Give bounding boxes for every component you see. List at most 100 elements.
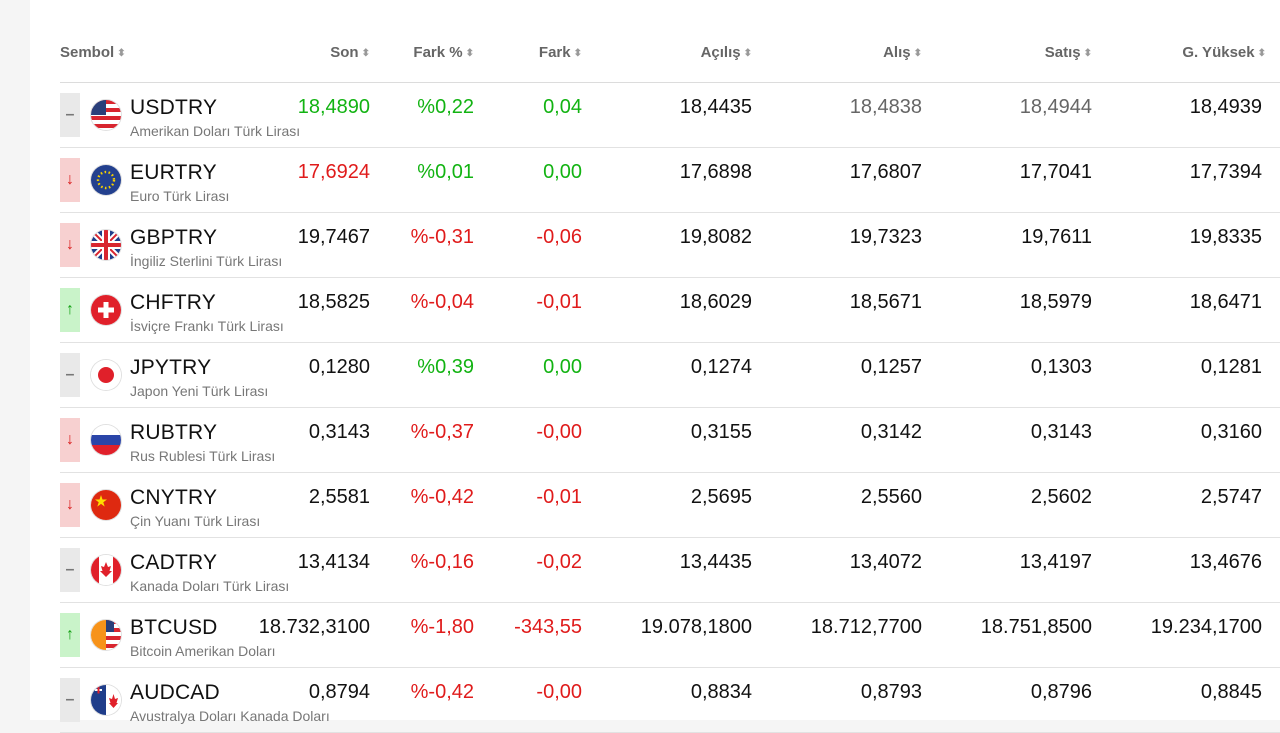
table-row[interactable]: – USDTRY Amerikan Doları Türk Lirası 18,… — [60, 83, 1280, 148]
table-row[interactable]: – CADTRY Kanada Doları Türk Lirası 13,41… — [60, 538, 1280, 603]
son-value: 19,7467 — [297, 226, 370, 248]
g-yuksek-value: 18,4939 — [1189, 96, 1262, 118]
satis-value: 13,4197 — [1019, 551, 1092, 573]
currency-flag-icon — [91, 360, 121, 390]
header-acilis[interactable]: Açılış ⬍ — [701, 44, 752, 61]
fark-pct-value: %0,39 — [417, 356, 474, 378]
acilis-value: 0,1274 — [690, 356, 752, 378]
header-fark-pct-label: Fark % — [413, 44, 463, 61]
table-row[interactable]: ↑ CHFTRY İsviçre Frankı Türk Lirası 18,5… — [60, 278, 1280, 343]
sort-icon: ⬍ — [1083, 48, 1092, 59]
symbol-description: Amerikan Doları Türk Lirası — [130, 123, 301, 139]
g-yuksek-value: 0,1281 — [1200, 356, 1262, 378]
acilis-value: 18,6029 — [679, 291, 752, 313]
currency-flag-icon — [91, 425, 121, 455]
table-row[interactable]: – JPYTRY Japon Yeni Türk Lirası 0,1280 %… — [60, 343, 1280, 408]
currency-flag-icon — [91, 295, 121, 325]
symbol[interactable]: GBPTRY — [130, 226, 218, 249]
g-yuksek-value: 19,8335 — [1189, 226, 1262, 248]
alis-value: 0,1257 — [860, 356, 922, 378]
trend-indicator-icon: ↑ — [60, 288, 80, 332]
symbol-description: Japon Yeni Türk Lirası — [130, 383, 269, 399]
alis-value: 13,4072 — [849, 551, 922, 573]
currency-flag-icon — [91, 555, 121, 585]
son-value: 17,6924 — [297, 161, 370, 183]
table-row[interactable]: ↑ BTCUSD Bitcoin Amerikan Doları 18.732,… — [60, 603, 1280, 668]
acilis-value: 13,4435 — [679, 551, 752, 573]
symbol[interactable]: BTCUSD — [130, 616, 218, 639]
fark-value: 0,00 — [543, 356, 582, 378]
symbol[interactable]: JPYTRY — [130, 356, 212, 379]
table-row[interactable]: – AUDCAD Avustralya Doları Kanada Doları… — [60, 668, 1280, 733]
currency-flag-icon — [91, 230, 121, 260]
currency-flag-icon — [91, 490, 121, 520]
trend-indicator-icon: – — [60, 353, 80, 397]
symbol[interactable]: AUDCAD — [130, 681, 220, 704]
fark-value: 0,04 — [543, 96, 582, 118]
satis-value: 0,8796 — [1030, 681, 1092, 703]
fark-pct-value: %-0,16 — [410, 551, 474, 573]
symbol[interactable]: CNYTRY — [130, 486, 218, 509]
g-yuksek-value: 19.234,1700 — [1150, 616, 1262, 638]
header-g-yuksek-label: G. Yüksek — [1182, 44, 1255, 61]
fark-pct-value: %-0,42 — [410, 486, 474, 508]
symbol[interactable]: CHFTRY — [130, 291, 216, 314]
symbol-description: Rus Rublesi Türk Lirası — [130, 448, 276, 464]
sort-icon: ⬍ — [573, 48, 582, 59]
symbol[interactable]: RUBTRY — [130, 421, 218, 444]
alis-value: 18,5671 — [849, 291, 922, 313]
header-sembol-label: Sembol — [60, 44, 115, 61]
symbol[interactable]: USDTRY — [130, 96, 218, 119]
acilis-value: 0,3155 — [690, 421, 752, 443]
trend-indicator-icon: ↑ — [60, 613, 80, 657]
table-row[interactable]: ↓ RUBTRY Rus Rublesi Türk Lirası 0,3143 … — [60, 408, 1280, 473]
symbol-description: Euro Türk Lirası — [130, 188, 230, 204]
currency-flag-icon — [91, 165, 121, 195]
symbol-description: İsviçre Frankı Türk Lirası — [130, 318, 284, 334]
g-yuksek-value: 0,8845 — [1200, 681, 1262, 703]
sort-icon: ⬍ — [361, 48, 370, 59]
header-alis-label: Alış — [883, 44, 911, 61]
symbol-description: Bitcoin Amerikan Doları — [130, 643, 276, 659]
satis-value: 18,4944 — [1019, 96, 1092, 118]
g-yuksek-value: 17,7394 — [1189, 161, 1262, 183]
header-fark[interactable]: Fark ⬍ — [539, 44, 582, 61]
symbol-description: Kanada Doları Türk Lirası — [130, 578, 290, 594]
table-row[interactable]: ↓ CNYTRY Çin Yuanı Türk Lirası 2,5581 %-… — [60, 473, 1280, 538]
symbol[interactable]: CADTRY — [130, 551, 218, 574]
alis-value: 0,8793 — [860, 681, 922, 703]
fark-value: -0,06 — [536, 226, 582, 248]
sort-icon: ⬍ — [743, 48, 752, 59]
fark-value: -0,01 — [536, 291, 582, 313]
acilis-value: 19.078,1800 — [640, 616, 752, 638]
header-satis-label: Satış — [1044, 44, 1081, 61]
header-fark-pct[interactable]: Fark % ⬍ — [413, 44, 474, 61]
table-row[interactable]: ↓ EURTRY Euro Türk Lirası 17,6924 %0,01 … — [60, 148, 1280, 213]
trend-indicator-icon: – — [60, 548, 80, 592]
table-header: Sembol ⬍ Son ⬍ Fark % ⬍ Fark ⬍ Açılış ⬍ Alış ⬍… — [60, 0, 1280, 83]
header-son[interactable]: Son ⬍ — [330, 44, 370, 61]
satis-value: 19,7611 — [1021, 226, 1092, 248]
symbol[interactable]: EURTRY — [130, 161, 217, 184]
fark-pct-value: %-1,80 — [410, 616, 474, 638]
header-fark-label: Fark — [538, 44, 571, 61]
fark-pct-value: %-0,37 — [410, 421, 474, 443]
son-value: 18.732,3100 — [258, 616, 370, 638]
currency-table: Sembol ⬍ Son ⬍ Fark % ⬍ Fark ⬍ Açılış ⬍ Alış ⬍… — [60, 0, 1280, 733]
acilis-value: 19,8082 — [679, 226, 752, 248]
fark-pct-value: %-0,31 — [410, 226, 474, 248]
sort-icon: ⬍ — [465, 48, 474, 59]
header-satis[interactable]: Satış ⬍ — [1045, 44, 1092, 61]
g-yuksek-value: 0,3160 — [1200, 421, 1262, 443]
fark-pct-value: %0,01 — [417, 161, 474, 183]
satis-value: 17,7041 — [1019, 161, 1092, 183]
header-alis[interactable]: Alış ⬍ — [883, 44, 922, 61]
satis-value: 2,5602 — [1030, 486, 1092, 508]
sort-icon: ⬍ — [913, 48, 922, 59]
son-value: 13,4134 — [297, 551, 370, 573]
header-sembol[interactable]: Sembol ⬍ — [60, 44, 126, 61]
currency-flag-icon — [91, 620, 121, 650]
table-row[interactable]: ↓ GBPTRY İngiliz Sterlini Türk Lirası 19… — [60, 213, 1280, 278]
header-g-yuksek[interactable]: G. Yüksek ⬍ — [1182, 44, 1266, 61]
alis-value: 0,3142 — [860, 421, 922, 443]
